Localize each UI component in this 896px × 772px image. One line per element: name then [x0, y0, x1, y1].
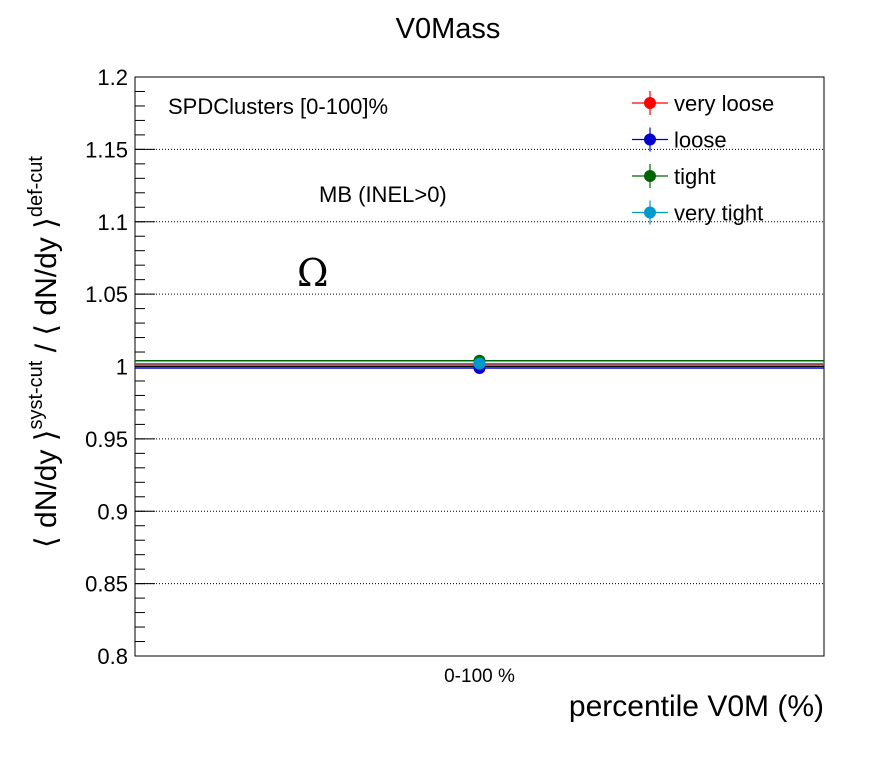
x-tick-label: 0-100 % — [444, 666, 515, 687]
y-tick-label: 0.95 — [85, 427, 128, 452]
annotation-particle: Ω — [297, 251, 329, 295]
y-tick-label: 0.85 — [85, 572, 128, 597]
legend-marker — [644, 206, 656, 219]
y-axis-label-sup2: def-cut — [25, 156, 47, 218]
legend-label: very loose — [674, 91, 774, 116]
annotation-event-class: MB (INEL>0) — [319, 182, 447, 207]
legend-marker — [644, 133, 656, 146]
y-tick-label: 0.9 — [97, 499, 128, 524]
y-tick-label: 1.15 — [85, 137, 128, 162]
legend-label: loose — [674, 128, 727, 153]
y-axis-label: ⟨ dN/dy ⟩syst-cut / ⟨ dN/dy ⟩def-cut — [25, 156, 63, 548]
y-axis-label-part1: ⟨ dN/dy ⟩ — [30, 430, 63, 548]
y-tick-label: 0.8 — [97, 644, 128, 669]
x-axis-label: percentile V0M (%) — [569, 690, 824, 723]
data-points — [473, 354, 486, 374]
y-axis-label-separator: / — [30, 336, 63, 361]
y-axis-label-part2: ⟨ dN/dy ⟩ — [30, 217, 63, 335]
y-tick-label: 1.1 — [97, 210, 128, 235]
legend-label: very tight — [674, 201, 763, 226]
legend-marker — [644, 97, 656, 109]
legend-label: tight — [674, 164, 716, 189]
y-tick-label: 1.05 — [85, 282, 128, 307]
x-axis-ticks: 0-100 % — [444, 666, 515, 687]
legend-marker — [644, 170, 656, 182]
legend: very loose loose tight very tight — [632, 91, 774, 226]
y-axis-ticks: 0.8 0.85 0.9 0.95 1 1.05 1.1 1.15 1.2 — [85, 65, 155, 669]
y-axis-label-sup1: syst-cut — [25, 360, 47, 429]
y-tick-label: 1 — [116, 355, 128, 380]
chart-title: V0Mass — [396, 13, 501, 45]
annotation-selection: SPDClusters [0-100]% — [168, 94, 388, 119]
data-point — [473, 357, 486, 370]
y-tick-label: 1.2 — [97, 65, 128, 90]
